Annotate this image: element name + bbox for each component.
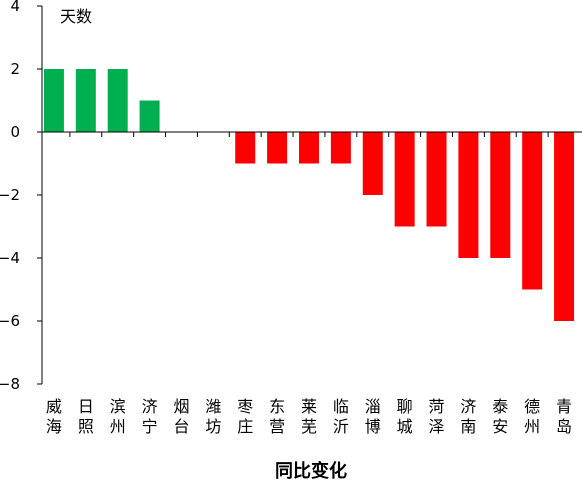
- x-tick-label: 营: [269, 417, 285, 436]
- y-tick-label: −4: [0, 249, 20, 267]
- bar: [267, 132, 288, 164]
- x-tick-label: 济: [460, 397, 476, 416]
- bar: [235, 132, 256, 164]
- x-tick-label: 泰: [492, 397, 508, 416]
- x-tick-label: 沂: [333, 417, 349, 436]
- x-tick-label: 东: [269, 397, 285, 416]
- y-tick-label: −2: [0, 186, 20, 204]
- x-tick-label: 青: [556, 397, 572, 416]
- bar: [362, 132, 383, 195]
- y-tick-label: 0: [10, 123, 20, 141]
- x-tick-label: 州: [110, 417, 126, 436]
- bar: [75, 69, 96, 132]
- bar: [458, 132, 479, 258]
- x-tick-label: 滨: [110, 397, 126, 416]
- y-axis: 4 2 0 −2 −4 −6 −8: [0, 0, 43, 393]
- x-tick-label: 南: [460, 417, 476, 436]
- x-tick-label: 德: [524, 397, 540, 416]
- x-tick-label: 烟: [173, 397, 189, 416]
- y-tick-label: 2: [10, 60, 20, 78]
- x-tick-label: 聊: [397, 397, 413, 416]
- x-tick-label: 日: [78, 397, 94, 416]
- x-tick-label: 芜: [301, 417, 317, 436]
- bar: [299, 132, 319, 164]
- x-tick-label: 泽: [429, 417, 445, 436]
- x-axis-title: 同比变化: [275, 460, 347, 482]
- bar: [394, 132, 415, 227]
- bar: [522, 132, 543, 290]
- bar: [490, 132, 511, 258]
- x-tick-label: 州: [524, 417, 540, 436]
- x-tick-label: 庄: [237, 417, 253, 436]
- x-tick-label: 菏: [429, 397, 445, 416]
- bar: [43, 69, 64, 132]
- bar: [554, 132, 575, 321]
- x-tick-label: 临: [333, 397, 349, 416]
- y-tick-label: 4: [10, 0, 20, 15]
- y-tick-label: −6: [0, 312, 20, 330]
- y-tick-label: −8: [0, 375, 20, 393]
- x-tick-label: 台: [173, 417, 189, 436]
- bars: [43, 69, 575, 321]
- x-tick-label: 潍: [205, 397, 221, 416]
- x-tick-label: 宁: [142, 417, 158, 436]
- bar: [330, 132, 351, 164]
- x-tick-label: 博: [365, 417, 381, 436]
- x-tick-label: 海: [46, 417, 62, 436]
- x-tick-label: 安: [492, 417, 508, 436]
- unit-label: 天数: [60, 7, 92, 26]
- bar: [107, 69, 128, 132]
- x-tick-label: 淄: [365, 397, 381, 416]
- x-tick-label: 莱: [301, 397, 317, 416]
- bar: [139, 100, 160, 132]
- x-tick-label: 照: [78, 417, 94, 436]
- x-tick-label: 枣: [237, 397, 253, 416]
- x-tick-label: 济: [142, 397, 158, 416]
- bar: [426, 132, 447, 227]
- x-tick-label: 威: [46, 397, 62, 416]
- x-tick-label: 城: [397, 417, 413, 436]
- x-tick-label: 坊: [205, 417, 221, 436]
- x-tick-label: 岛: [556, 417, 572, 436]
- zero-line: [42, 131, 582, 137]
